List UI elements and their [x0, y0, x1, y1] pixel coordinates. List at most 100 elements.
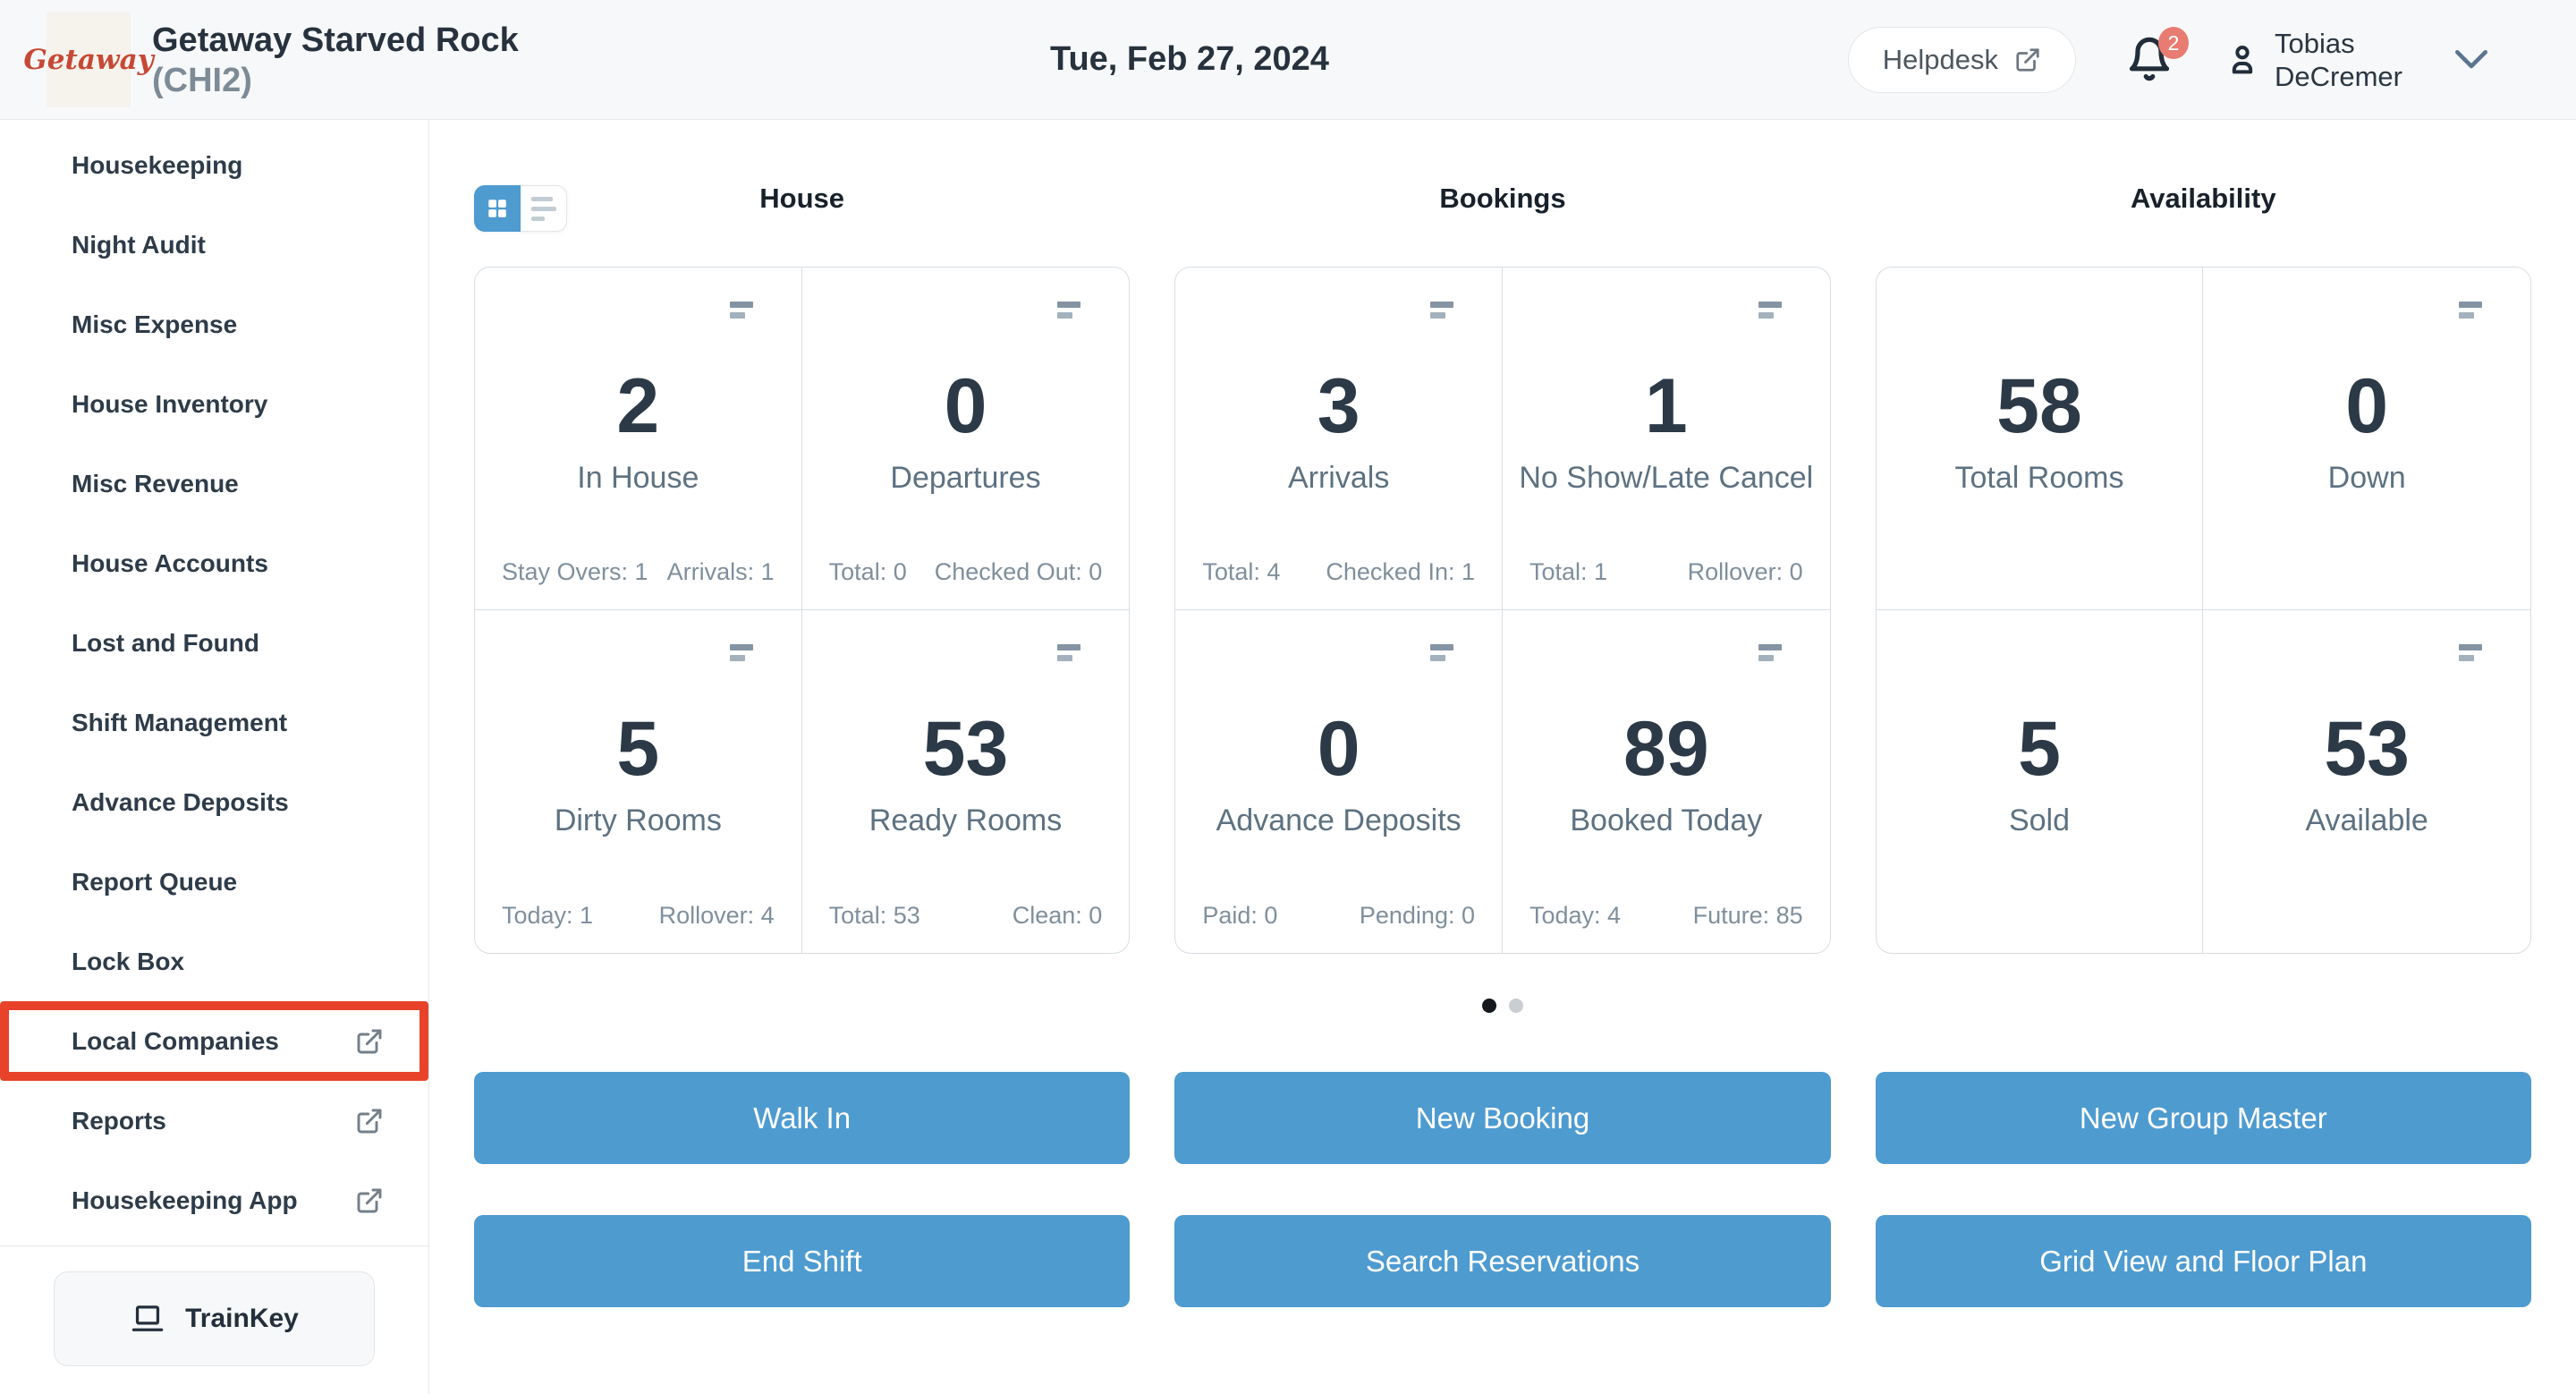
card-value: 0 — [944, 363, 987, 449]
card-stats: Total: 0 Checked Out: 0 — [829, 558, 1103, 586]
new-booking-button[interactable]: New Booking — [1174, 1072, 1831, 1164]
laptop-icon — [130, 1303, 165, 1335]
bookings-card-block: 3 Arrivals Total: 4 Checked In: 1 1 No S… — [1174, 267, 1831, 954]
new-group-master-button[interactable]: New Group Master — [1875, 1072, 2531, 1164]
card-dirty-rooms[interactable]: 5 Dirty Rooms Today: 1 Rollover: 4 — [475, 610, 802, 953]
sidebar-item-shift-management[interactable]: Shift Management — [0, 683, 428, 762]
column-bookings: Bookings 3 Arrivals Total: 4 Checked In:… — [1174, 183, 1831, 954]
sidebar-item-housekeeping-app[interactable]: Housekeeping App — [0, 1160, 428, 1240]
card-stats: Total: 53 Clean: 0 — [829, 902, 1103, 930]
chevron-down-icon[interactable] — [2453, 48, 2490, 72]
card-stat-left: Total: 4 — [1202, 558, 1281, 585]
sidebar-item-misc-revenue[interactable]: Misc Revenue — [0, 444, 428, 523]
card-in-house[interactable]: 2 In House Stay Overs: 1 Arrivals: 1 — [475, 268, 802, 610]
card-stats: Stay Overs: 1 Arrivals: 1 — [502, 558, 775, 586]
card-down[interactable]: 0 Down — [2203, 268, 2530, 610]
getaway-logo-text: Getaway — [23, 43, 154, 76]
grid-icon — [486, 197, 509, 220]
card-available[interactable]: 53 Available — [2203, 610, 2530, 953]
card-booked-today[interactable]: 89 Booked Today Today: 4 Future: 85 — [1503, 610, 1830, 953]
external-link-icon — [355, 1027, 384, 1056]
trainkey-button[interactable]: TrainKey — [54, 1271, 375, 1366]
card-departures[interactable]: 0 Departures Total: 0 Checked Out: 0 — [801, 268, 1130, 610]
helpdesk-button[interactable]: Helpdesk — [1847, 27, 2077, 93]
sidebar-item-advance-deposits[interactable]: Advance Deposits — [0, 762, 428, 842]
walk-in-button[interactable]: Walk In — [474, 1072, 1131, 1164]
sidebar-item-label: Report Queue — [72, 867, 238, 896]
external-link-icon — [355, 1107, 384, 1135]
sidebar-item-house-inventory[interactable]: House Inventory — [0, 364, 428, 444]
card-ready-rooms[interactable]: 53 Ready Rooms Total: 53 Clean: 0 — [802, 610, 1130, 953]
card-menu-icon[interactable] — [729, 302, 753, 319]
card-menu-icon[interactable] — [1758, 302, 1782, 319]
dashboard-columns: House 2 In House Stay Overs: 1 Arrivals:… — [474, 183, 2531, 954]
trainkey-label: TrainKey — [185, 1304, 299, 1333]
dashboard: House 2 In House Stay Overs: 1 Arrivals:… — [429, 120, 2576, 1394]
card-menu-icon[interactable] — [2458, 302, 2482, 319]
sidebar-item-label: Housekeeping — [72, 150, 243, 179]
sidebar-item-label: Housekeeping App — [72, 1186, 298, 1214]
pagination-dot-2[interactable] — [1509, 999, 1523, 1013]
property-code: (CHI2) — [152, 61, 252, 99]
card-stat-right: Arrivals: 1 — [666, 558, 775, 585]
notifications-bell[interactable]: 2 — [2126, 27, 2190, 86]
card-menu-icon[interactable] — [1429, 302, 1453, 319]
card-sold[interactable]: 5 Sold — [1877, 610, 2204, 953]
list-view-toggle[interactable] — [521, 185, 567, 232]
card-menu-icon[interactable] — [1057, 302, 1081, 319]
card-stat-left: Total: 0 — [828, 558, 907, 585]
trainkey-section: TrainKey — [0, 1245, 428, 1394]
card-no-show-late-cancel[interactable]: 1 No Show/Late Cancel Total: 1 Rollover:… — [1502, 268, 1830, 610]
search-reservations-button[interactable]: Search Reservations — [1174, 1215, 1831, 1307]
card-menu-icon[interactable] — [1429, 644, 1453, 661]
card-value: 0 — [2345, 363, 2389, 449]
sidebar-item-report-queue[interactable]: Report Queue — [0, 842, 428, 922]
sidebar-item-misc-expense[interactable]: Misc Expense — [0, 285, 428, 364]
card-arrivals[interactable]: 3 Arrivals Total: 4 Checked In: 1 — [1175, 268, 1503, 610]
sidebar-item-lost-and-found[interactable]: Lost and Found — [0, 603, 428, 683]
column-title-availability: Availability — [2131, 183, 2276, 214]
pagination-dot-1[interactable] — [1482, 999, 1496, 1013]
card-menu-icon[interactable] — [1057, 644, 1081, 661]
card-value: 1 — [1644, 363, 1688, 449]
end-shift-button[interactable]: End Shift — [474, 1215, 1131, 1307]
card-value: 53 — [2324, 706, 2410, 792]
card-stat-left: Paid: 0 — [1202, 902, 1278, 929]
card-label: Down — [2327, 461, 2406, 495]
grid-view-toggle[interactable] — [474, 185, 521, 232]
card-stats: Today: 1 Rollover: 4 — [502, 902, 775, 930]
sidebar-item-lock-box[interactable]: Lock Box — [0, 922, 428, 1001]
card-value: 5 — [616, 706, 660, 792]
sidebar-item-local-companies[interactable]: Local Companies — [0, 1001, 428, 1081]
card-total-rooms[interactable]: 58 Total Rooms — [1876, 268, 2204, 610]
card-menu-icon[interactable] — [729, 644, 753, 661]
top-bar: Getaway Getaway Starved Rock (CHI2) Tue,… — [0, 0, 2576, 120]
user-menu[interactable]: Tobias DeCremer — [2224, 27, 2402, 93]
sidebar-item-label: Lock Box — [72, 947, 185, 975]
card-label: Booked Today — [1570, 803, 1763, 837]
card-stats: Total: 1 Rollover: 0 — [1530, 558, 1803, 586]
column-title-bookings: Bookings — [1439, 183, 1566, 214]
card-menu-icon[interactable] — [2458, 644, 2482, 661]
card-stat-left: Today: 1 — [502, 902, 594, 929]
notification-badge: 2 — [2158, 27, 2190, 59]
sidebar-item-housekeeping[interactable]: Housekeeping — [0, 125, 428, 205]
sidebar-item-label: Reports — [72, 1106, 166, 1135]
availability-card-block: 58 Total Rooms 0 Down — [1875, 267, 2531, 954]
sidebar-item-label: Lost and Found — [72, 628, 259, 657]
card-stat-left: Total: 53 — [828, 902, 920, 929]
card-stats: Total: 4 Checked In: 1 — [1202, 558, 1475, 586]
sidebar-item-night-audit[interactable]: Night Audit — [0, 205, 428, 285]
card-label: Dirty Rooms — [554, 803, 722, 837]
sidebar-item-house-accounts[interactable]: House Accounts — [0, 523, 428, 603]
card-menu-icon[interactable] — [1758, 644, 1782, 661]
sidebar: Housekeeping Night Audit Misc Expense Ho… — [0, 120, 429, 1394]
column-availability: Availability 58 Total Rooms 0 — [1875, 183, 2531, 954]
sidebar-item-reports[interactable]: Reports — [0, 1081, 428, 1160]
card-advance-deposits[interactable]: 0 Advance Deposits Paid: 0 Pending: 0 — [1175, 610, 1503, 953]
grid-view-floor-plan-button[interactable]: Grid View and Floor Plan — [1875, 1215, 2531, 1307]
card-value: 2 — [616, 363, 660, 449]
sidebar-item-label: Misc Expense — [72, 310, 238, 338]
helpdesk-label: Helpdesk — [1882, 44, 1999, 75]
card-value: 5 — [2018, 706, 2061, 792]
